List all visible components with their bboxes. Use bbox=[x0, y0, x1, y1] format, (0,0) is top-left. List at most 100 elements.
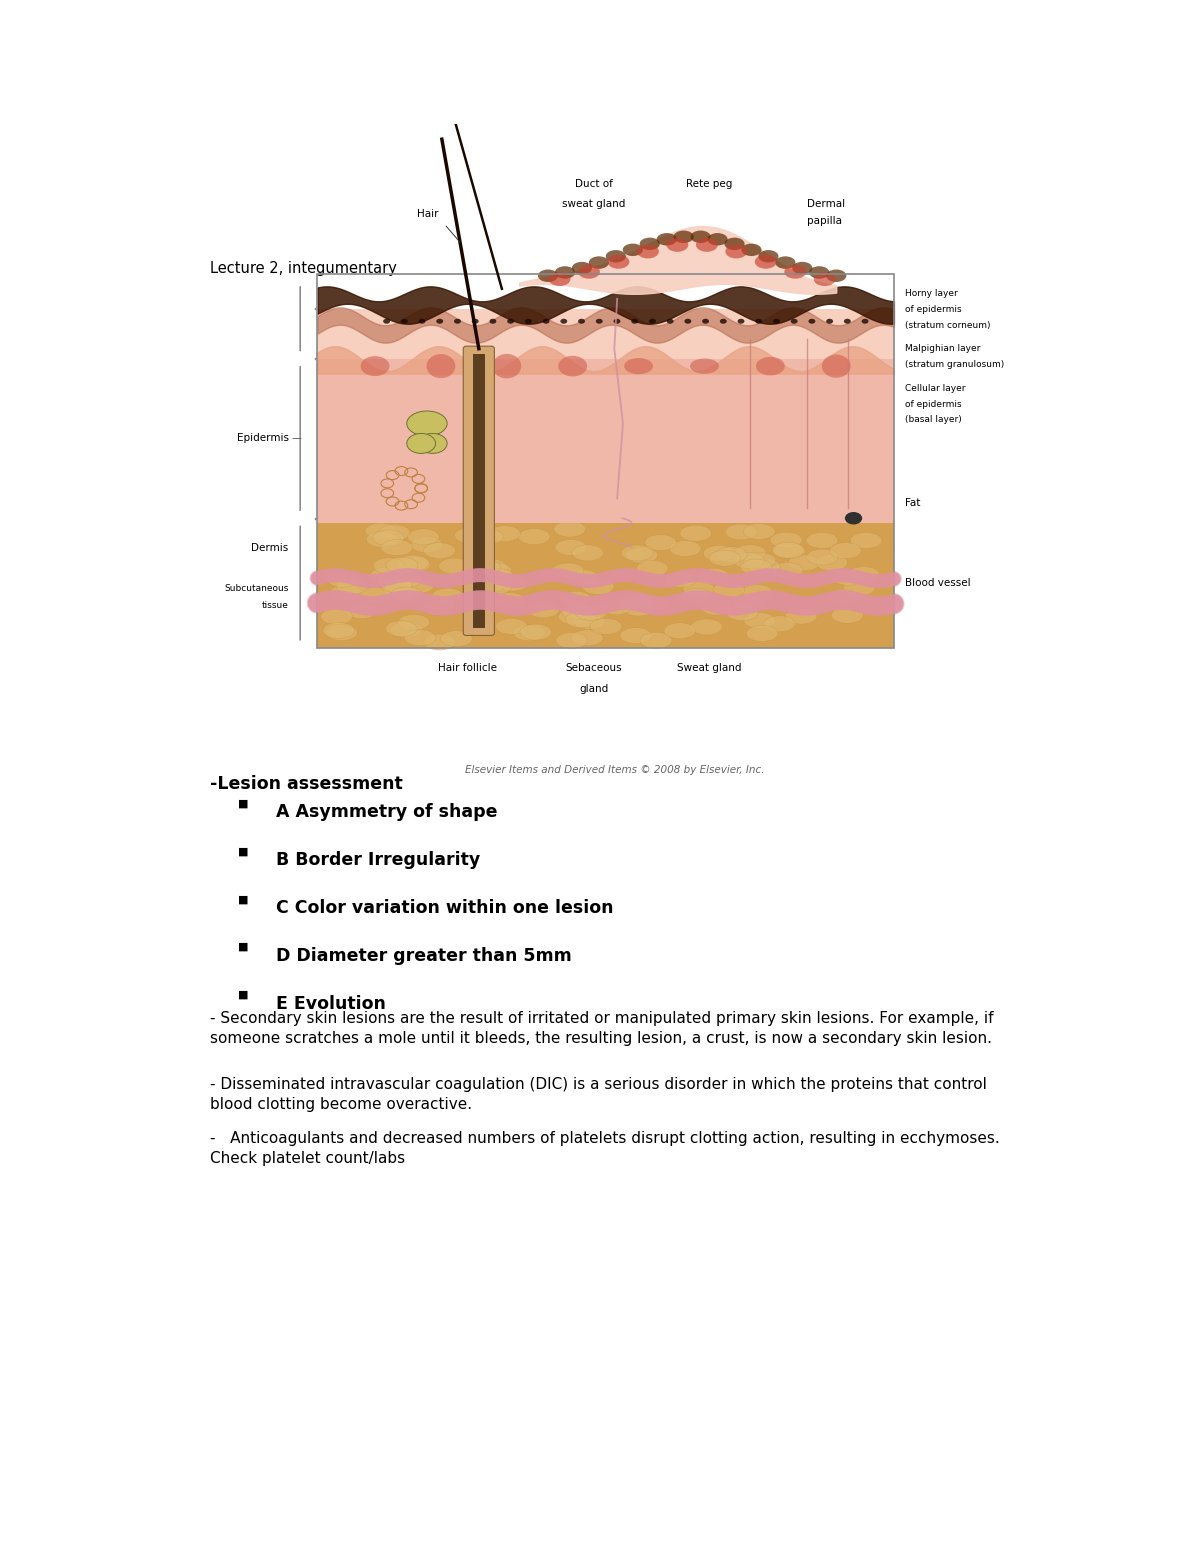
Ellipse shape bbox=[702, 318, 709, 323]
Ellipse shape bbox=[666, 238, 689, 252]
Ellipse shape bbox=[832, 607, 863, 623]
Ellipse shape bbox=[758, 250, 779, 262]
Ellipse shape bbox=[673, 230, 694, 242]
Text: Dermal: Dermal bbox=[808, 199, 846, 210]
Ellipse shape bbox=[827, 589, 858, 606]
Text: Epidermis: Epidermis bbox=[236, 433, 288, 444]
Text: (stratum granulosum): (stratum granulosum) bbox=[906, 360, 1004, 368]
Text: (basal layer): (basal layer) bbox=[906, 416, 962, 424]
Ellipse shape bbox=[734, 545, 766, 561]
Ellipse shape bbox=[398, 556, 430, 573]
Ellipse shape bbox=[644, 534, 677, 551]
Ellipse shape bbox=[742, 584, 773, 601]
Text: ■: ■ bbox=[239, 943, 248, 952]
Ellipse shape bbox=[385, 621, 418, 637]
Ellipse shape bbox=[690, 230, 710, 242]
Ellipse shape bbox=[480, 562, 511, 579]
Text: of epidermis: of epidermis bbox=[906, 399, 962, 408]
Ellipse shape bbox=[572, 613, 605, 629]
Ellipse shape bbox=[680, 589, 713, 604]
Ellipse shape bbox=[607, 255, 630, 269]
Ellipse shape bbox=[480, 579, 511, 595]
Bar bbox=[318, 309, 894, 359]
Ellipse shape bbox=[775, 256, 796, 269]
Text: gland: gland bbox=[580, 683, 608, 694]
Ellipse shape bbox=[384, 584, 415, 599]
Ellipse shape bbox=[773, 542, 804, 558]
Text: E Evolution: E Evolution bbox=[276, 995, 385, 1013]
Ellipse shape bbox=[432, 589, 463, 604]
Ellipse shape bbox=[691, 620, 722, 635]
Ellipse shape bbox=[469, 559, 500, 575]
Text: papilla: papilla bbox=[808, 216, 842, 227]
FancyBboxPatch shape bbox=[463, 346, 494, 635]
Text: A Asymmetry of shape: A Asymmetry of shape bbox=[276, 803, 497, 822]
Ellipse shape bbox=[455, 528, 486, 544]
Ellipse shape bbox=[844, 318, 851, 323]
Text: ■: ■ bbox=[239, 895, 248, 904]
Ellipse shape bbox=[623, 599, 654, 617]
Ellipse shape bbox=[461, 523, 492, 540]
Text: ■: ■ bbox=[239, 989, 248, 1000]
Ellipse shape bbox=[386, 558, 418, 573]
Ellipse shape bbox=[558, 609, 590, 624]
Text: - Disseminated intravascular coagulation (DIC) is a serious disorder in which th: - Disseminated intravascular coagulation… bbox=[210, 1078, 988, 1112]
Ellipse shape bbox=[482, 568, 514, 584]
Text: C Color variation within one lesion: C Color variation within one lesion bbox=[276, 899, 613, 918]
Ellipse shape bbox=[437, 318, 443, 323]
Ellipse shape bbox=[792, 262, 812, 275]
Ellipse shape bbox=[600, 599, 632, 615]
FancyBboxPatch shape bbox=[473, 354, 485, 627]
Ellipse shape bbox=[590, 618, 622, 634]
Ellipse shape bbox=[346, 603, 377, 618]
Ellipse shape bbox=[492, 354, 521, 379]
Ellipse shape bbox=[649, 318, 656, 323]
Ellipse shape bbox=[720, 318, 727, 323]
Ellipse shape bbox=[733, 553, 764, 568]
Ellipse shape bbox=[708, 233, 727, 245]
Ellipse shape bbox=[558, 356, 587, 376]
Text: Malpighian layer: Malpighian layer bbox=[906, 343, 980, 353]
Ellipse shape bbox=[822, 354, 851, 377]
Ellipse shape bbox=[378, 525, 410, 540]
Ellipse shape bbox=[518, 528, 550, 545]
Ellipse shape bbox=[809, 266, 829, 278]
Text: Horny layer: Horny layer bbox=[906, 289, 958, 298]
Ellipse shape bbox=[623, 244, 643, 256]
Ellipse shape bbox=[361, 356, 390, 376]
Ellipse shape bbox=[419, 318, 426, 323]
Ellipse shape bbox=[620, 592, 652, 609]
Ellipse shape bbox=[565, 612, 598, 627]
Ellipse shape bbox=[809, 318, 815, 323]
Ellipse shape bbox=[636, 561, 668, 576]
Ellipse shape bbox=[407, 433, 436, 453]
Text: ■: ■ bbox=[239, 798, 248, 809]
Ellipse shape bbox=[508, 318, 514, 323]
Ellipse shape bbox=[419, 433, 448, 453]
Ellipse shape bbox=[424, 542, 455, 559]
Ellipse shape bbox=[756, 357, 785, 376]
Ellipse shape bbox=[524, 318, 532, 323]
Ellipse shape bbox=[497, 575, 528, 592]
Text: Elsevier Items and Derived Items © 2008 by Elsevier, Inc.: Elsevier Items and Derived Items © 2008 … bbox=[466, 766, 764, 775]
Ellipse shape bbox=[656, 233, 677, 245]
Ellipse shape bbox=[670, 540, 701, 556]
Ellipse shape bbox=[589, 256, 608, 269]
Text: sweat gland: sweat gland bbox=[563, 199, 626, 210]
Ellipse shape bbox=[826, 318, 833, 323]
Ellipse shape bbox=[862, 318, 869, 323]
Ellipse shape bbox=[631, 318, 638, 323]
Text: D Diameter greater than 5mm: D Diameter greater than 5mm bbox=[276, 947, 571, 964]
Ellipse shape bbox=[744, 553, 775, 568]
Ellipse shape bbox=[624, 359, 653, 374]
Ellipse shape bbox=[330, 585, 362, 601]
Text: ■: ■ bbox=[239, 846, 248, 856]
Bar bbox=[318, 349, 894, 523]
Ellipse shape bbox=[595, 318, 602, 323]
Ellipse shape bbox=[568, 570, 599, 585]
Ellipse shape bbox=[538, 270, 558, 283]
Ellipse shape bbox=[571, 631, 604, 646]
Ellipse shape bbox=[496, 618, 527, 634]
Ellipse shape bbox=[360, 587, 391, 603]
Text: Cellular layer: Cellular layer bbox=[906, 384, 966, 393]
